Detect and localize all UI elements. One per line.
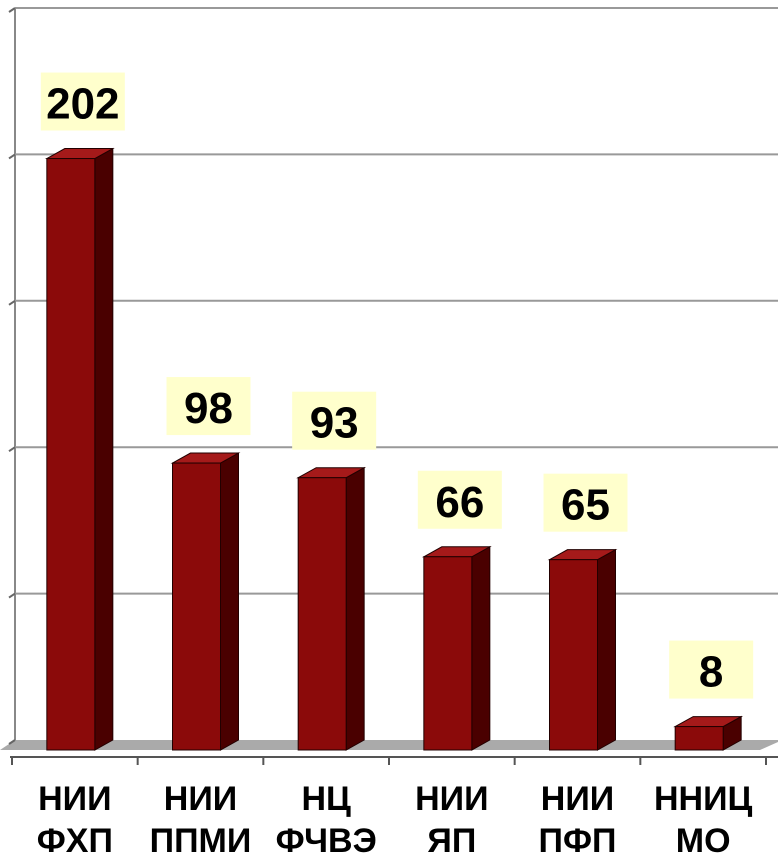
bar-front — [549, 559, 598, 751]
bar — [421, 545, 492, 751]
value-label-box — [166, 377, 251, 436]
bar-side — [597, 548, 616, 751]
bar — [673, 715, 744, 751]
value-label: 202 — [46, 80, 119, 129]
value-label-box — [292, 391, 377, 450]
bar — [296, 466, 367, 751]
bar — [170, 452, 241, 751]
x-tick-label: НИИ ФХП — [37, 780, 113, 857]
bar-side — [220, 452, 239, 751]
value-label-box — [543, 473, 628, 532]
x-tick-label: НИИ ППМИ — [150, 780, 252, 857]
bar — [547, 548, 618, 751]
bar-side — [345, 466, 365, 751]
value-label: 65 — [561, 481, 610, 530]
value-label-box — [669, 640, 754, 699]
x-tick-label: НИИ ЯП — [415, 780, 488, 857]
y-tick — [8, 153, 16, 160]
x-tick-label: НЦ ФЧВЭ — [276, 780, 377, 857]
bar-front — [297, 477, 347, 751]
y-tick — [8, 592, 16, 599]
x-tick-label: НИИ ПФП — [539, 780, 617, 857]
value-label-box — [417, 470, 502, 529]
bar-front — [172, 462, 221, 751]
value-label: 93 — [310, 399, 359, 448]
x-tick-label: ННИЦ МО — [654, 780, 753, 857]
value-label: 98 — [184, 384, 233, 433]
bar-front — [674, 726, 724, 751]
value-label-box — [40, 72, 125, 131]
floor — [0, 740, 778, 750]
bar-front — [423, 556, 473, 751]
y-tick — [8, 446, 16, 453]
bar-front — [46, 158, 96, 751]
bar-side — [94, 147, 114, 751]
bar-side — [471, 545, 491, 751]
bar — [44, 147, 115, 751]
value-label: 8 — [699, 648, 723, 697]
y-tick — [8, 7, 16, 13]
y-tick — [8, 739, 16, 745]
y-tick — [8, 299, 16, 306]
value-label: 66 — [435, 478, 484, 527]
